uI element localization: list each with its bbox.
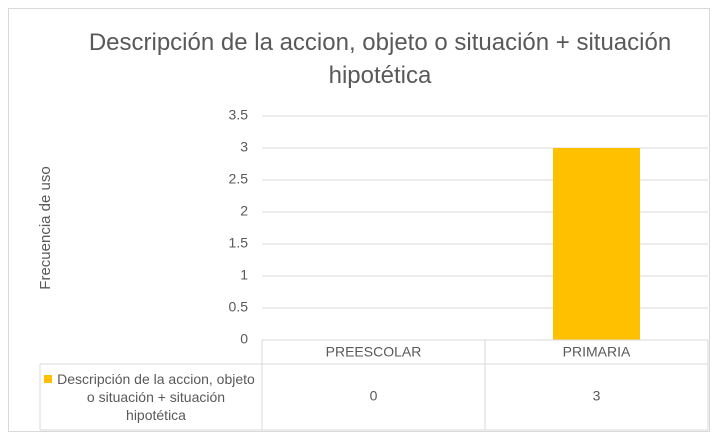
bar [553, 148, 640, 340]
y-tick-label: 1.5 [229, 235, 249, 251]
chart-title: Descripción de la accion, objeto o situa… [88, 29, 672, 89]
table-value: 0 [370, 388, 378, 404]
y-tick-label: 2 [240, 203, 248, 219]
y-tick-label: 3 [240, 139, 248, 155]
y-tick-label: 2.5 [229, 171, 249, 187]
legend-label: Descripción de la accion, objeto o situa… [57, 371, 255, 423]
legend-key [44, 375, 52, 383]
y-tick-label: 1 [240, 267, 248, 283]
x-tick-label: PREESCOLAR [326, 344, 422, 360]
legend-cell: Descripción de la accion, objeto o situa… [44, 370, 260, 424]
y-tick-label: 0.5 [229, 299, 249, 315]
table-value: 3 [593, 388, 601, 404]
y-tick-label: 0 [240, 331, 248, 347]
y-tick-label: 3.5 [229, 107, 249, 123]
y-axis-label: Frecuencia de uso [37, 166, 54, 289]
x-tick-label: PRIMARIA [563, 344, 631, 360]
